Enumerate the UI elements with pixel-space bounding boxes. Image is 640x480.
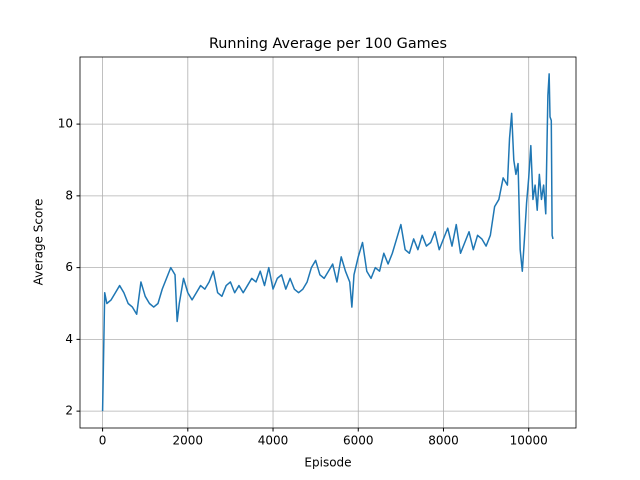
x-tick-label: 8000 [428, 434, 459, 448]
x-tick-label: 6000 [343, 434, 374, 448]
y-tick-label: 4 [65, 332, 73, 346]
y-tick-label: 10 [58, 117, 73, 131]
x-tick-label: 2000 [173, 434, 204, 448]
y-axis-label: Average Score [32, 199, 46, 286]
chart-title: Running Average per 100 Games [209, 36, 447, 52]
y-tick-label: 8 [65, 188, 73, 202]
data-line [101, 73, 554, 412]
x-axis-label: Episode [304, 456, 351, 470]
x-tick-label: 0 [99, 434, 107, 448]
x-tick-label: 4000 [258, 434, 289, 448]
y-tick-label: 6 [65, 260, 73, 274]
axes-frame [79, 56, 577, 429]
x-tick-label: 10000 [510, 434, 548, 448]
y-tick-label: 2 [65, 404, 73, 418]
